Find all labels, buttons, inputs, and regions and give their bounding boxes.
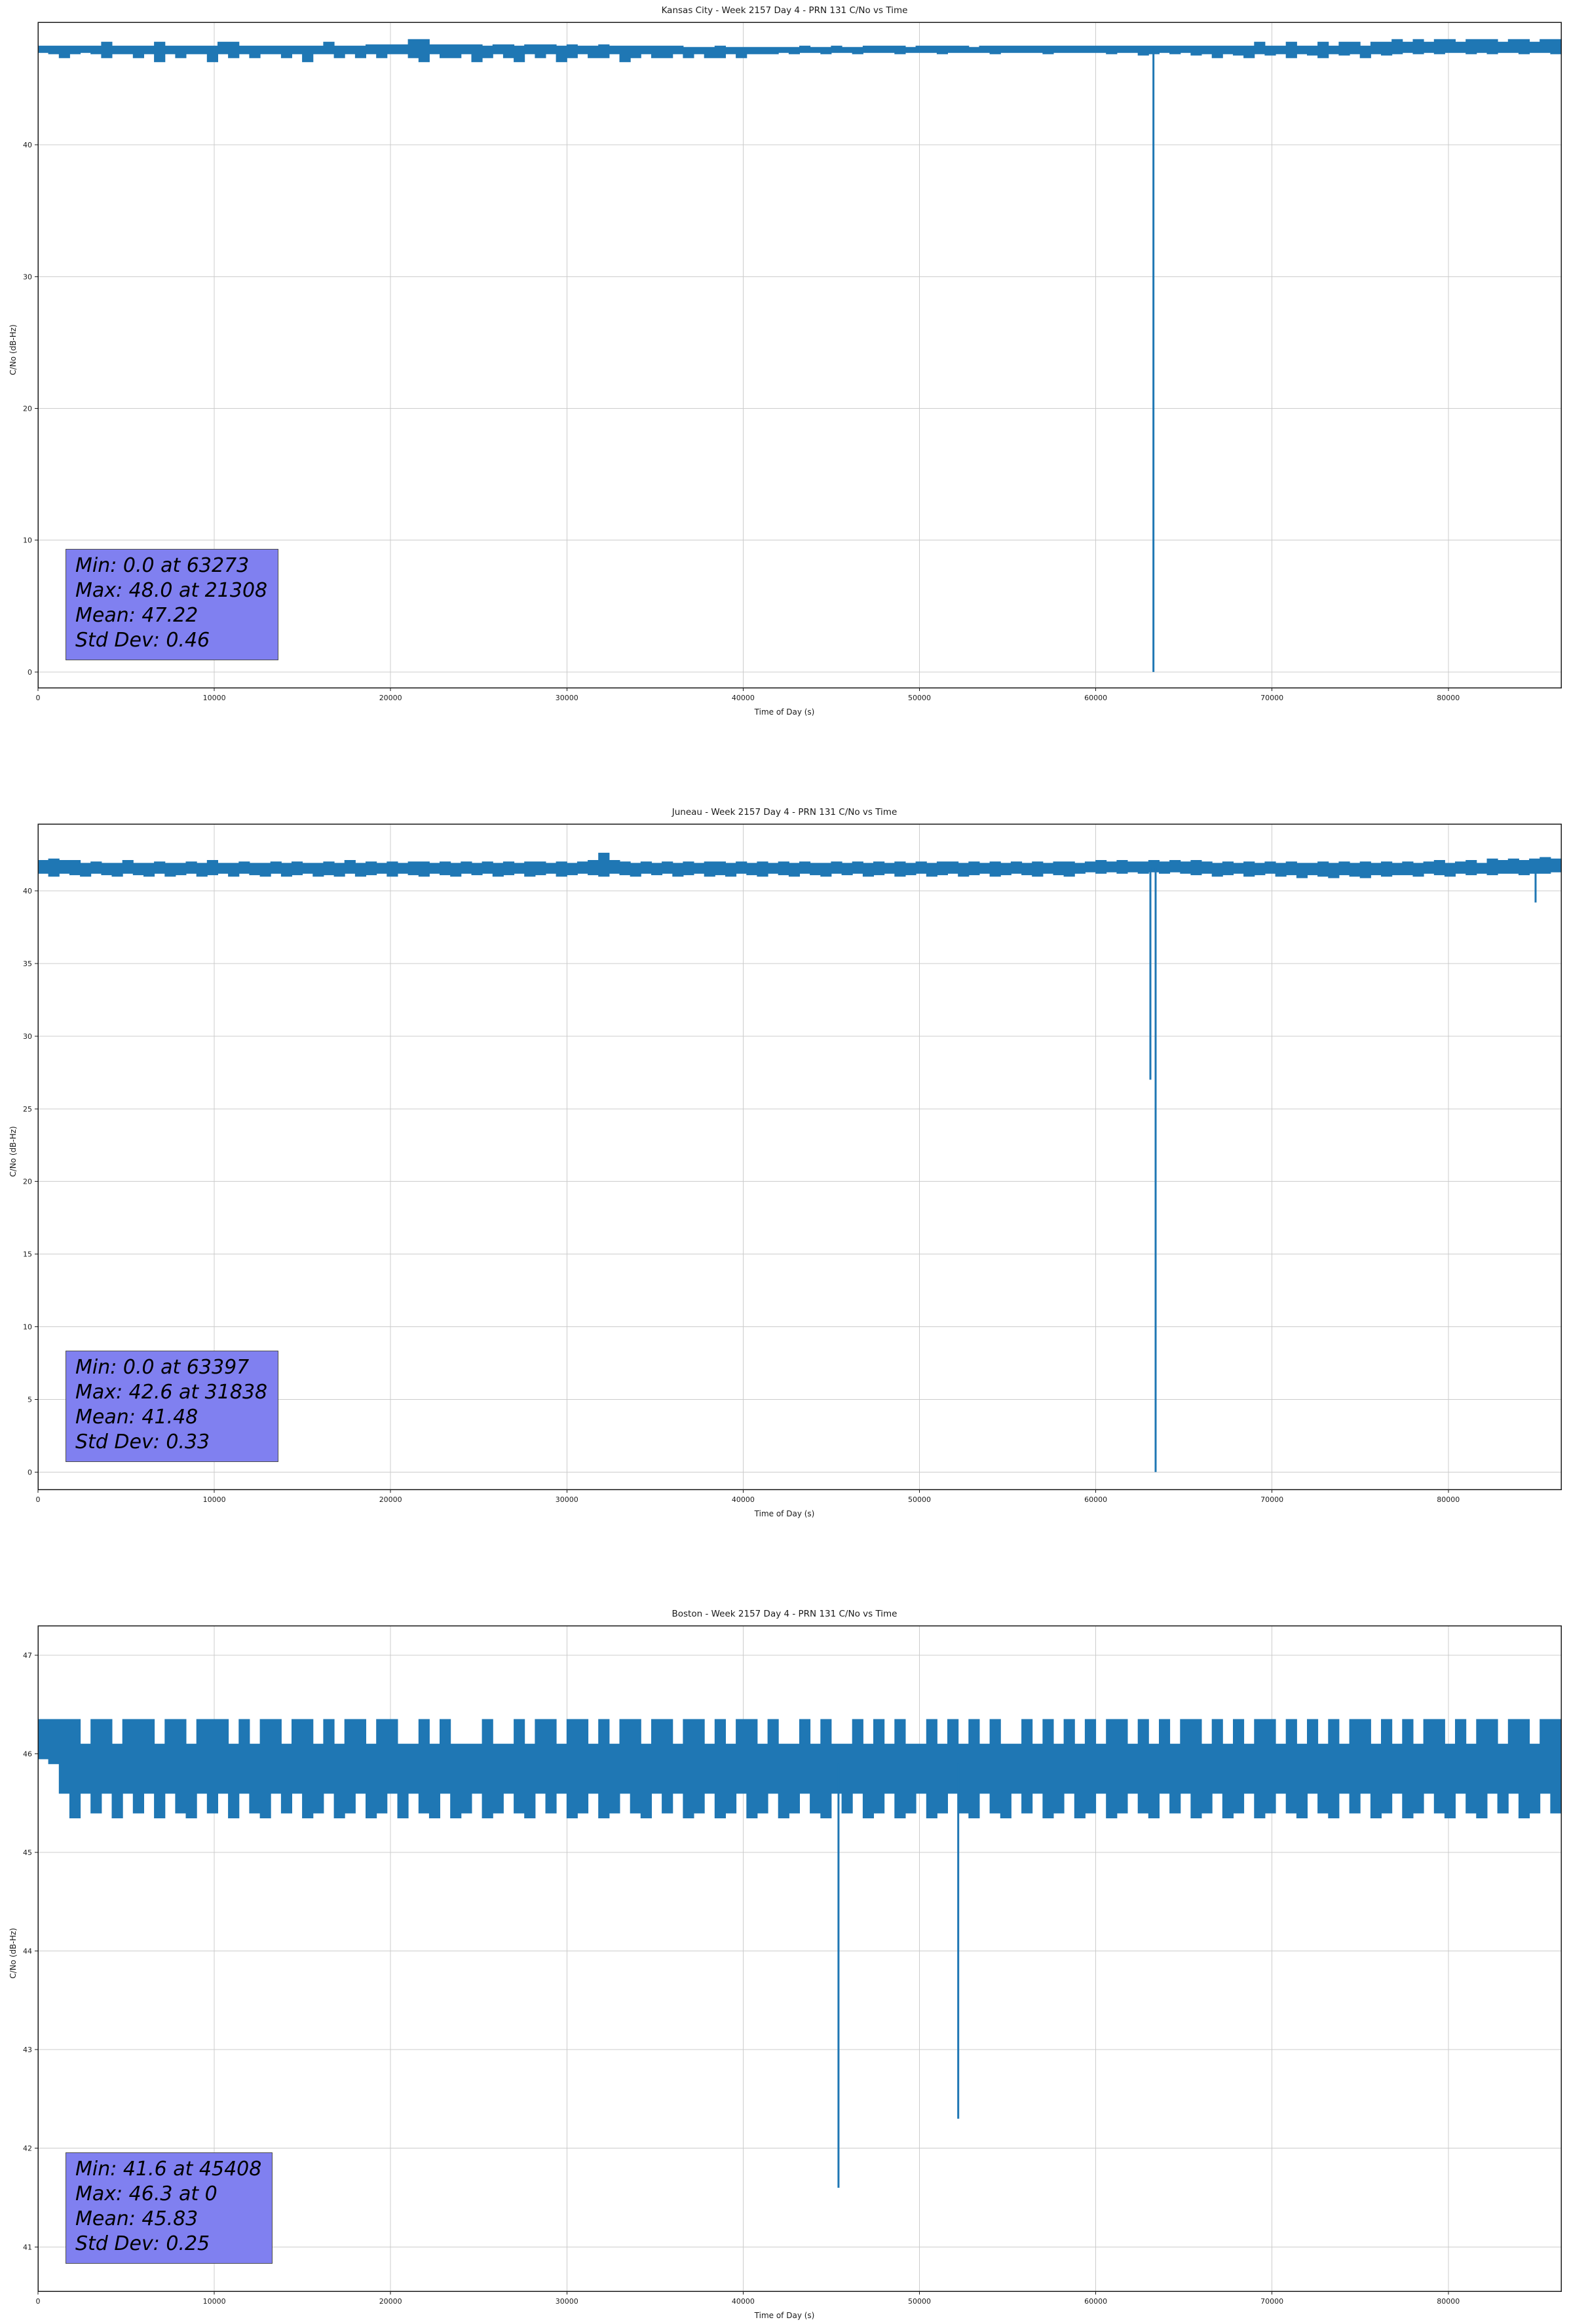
x-tick-label: 50000 [908, 1495, 931, 1504]
y-tick-label: 30 [23, 1032, 32, 1041]
x-tick-label: 20000 [379, 1495, 402, 1504]
y-tick-label: 40 [23, 887, 32, 895]
stats-line-stddev: Std Dev: 0.46 [75, 629, 210, 652]
y-tick-label: 30 [23, 272, 32, 281]
tick-labels: 0 10000 20000 30000 40000 50000 60000 70000 8000… [23, 141, 1460, 702]
tick-labels: 0 10000 20000 30000 40000 50000 60000 70000 8000… [23, 1651, 1460, 2306]
y-tick-label: 15 [23, 1250, 32, 1259]
stats-line-max: Max: 48.0 at 21308 [75, 579, 268, 602]
x-tick-label: 20000 [379, 2297, 402, 2306]
plot-border [37, 1625, 1562, 2292]
x-tick-label: 10000 [203, 694, 226, 702]
x-tick-label: 60000 [1084, 1495, 1107, 1504]
x-tick-label: 60000 [1084, 694, 1107, 702]
y-tick-label: 5 [28, 1395, 32, 1404]
y-tick-label: 35 [23, 960, 32, 968]
x-tick-label: 70000 [1260, 694, 1283, 702]
y-tick-label: 46 [23, 1750, 32, 1759]
gridlines [37, 824, 1561, 1490]
stats-line-min: Min: 0.0 at 63397 [75, 1356, 250, 1379]
x-axis-label: Time of Day (s) [754, 707, 815, 717]
chart-figure-boston: Boston - Week 2157 Day 4 - PRN 131 C/No … [0, 1603, 1569, 2324]
x-tick-label: 10000 [203, 1495, 226, 1504]
x-tick-label: 30000 [556, 1495, 578, 1504]
x-tick-label: 40000 [732, 2297, 755, 2306]
chart-title: Boston - Week 2157 Day 4 - PRN 131 C/No … [671, 1609, 898, 1619]
plot-border [37, 22, 1562, 688]
y-tick-label: 45 [23, 1848, 32, 1857]
y-tick-label: 40 [23, 141, 32, 149]
x-tick-label: 50000 [908, 694, 931, 702]
y-tick-label: 47 [23, 1651, 32, 1660]
x-tick-label: 60000 [1084, 2297, 1107, 2306]
x-axis-label: Time of Day (s) [754, 1509, 815, 1518]
y-tick-label: 0 [28, 668, 32, 677]
plot-region: C/No (dB-Hz) 0 10000 20000 30000 40000 50000 6… [0, 821, 1569, 1509]
x-tick-label: 80000 [1437, 1495, 1460, 1504]
x-tick-label: 50000 [908, 2297, 931, 2306]
stats-box: Min: 0.0 at 63397 Max: 42.6 at 31838 Mea… [66, 1351, 279, 1462]
y-tick-label: 10 [23, 536, 32, 545]
x-tick-label: 40000 [732, 1495, 755, 1504]
x-tick-label: 40000 [732, 694, 755, 702]
y-tick-label: 20 [23, 1178, 32, 1186]
stats-line-min: Min: 41.6 at 45408 [75, 2158, 262, 2181]
y-tick-label: 20 [23, 404, 32, 413]
cno-series-band [37, 852, 1562, 878]
x-tick-label: 0 [36, 1495, 41, 1504]
plot-region: C/No (dB-Hz) 0 10000 20000 30000 40000 50000 6… [0, 1623, 1569, 2311]
stats-line-stddev: Std Dev: 0.33 [75, 1431, 210, 1453]
plot-border [37, 823, 1562, 1490]
x-tick-label: 10000 [203, 2297, 226, 2306]
stats-line-min: Min: 0.0 at 63273 [75, 554, 250, 577]
stats-line-max: Max: 42.6 at 31838 [75, 1381, 268, 1404]
y-tick-label: 44 [23, 1947, 32, 1956]
stats-line-max: Max: 46.3 at 0 [75, 2183, 217, 2205]
cno-series-band [37, 39, 1562, 62]
x-tick-label: 80000 [1437, 2297, 1460, 2306]
stats-box: Min: 0.0 at 63273 Max: 48.0 at 21308 Mea… [66, 549, 279, 660]
chart-title: Juneau - Week 2157 Day 4 - PRN 131 C/No … [671, 807, 898, 817]
stats-line-mean: Mean: 47.22 [75, 604, 198, 627]
plot-region: C/No (dB-Hz) 0 10000 20000 30000 40000 50000 6… [0, 20, 1569, 707]
x-tick-label: 30000 [556, 694, 578, 702]
plot-area: 0 10000 20000 30000 40000 50000 60000 70000 8000… [23, 823, 1562, 1504]
y-tick-label: 0 [28, 1468, 32, 1476]
stats-line-mean: Mean: 41.48 [75, 1406, 198, 1429]
x-tick-label: 20000 [379, 694, 402, 702]
x-tick-label: 70000 [1260, 1495, 1283, 1504]
cno-series-band [37, 1719, 1562, 1818]
chart-figure-juneau: Juneau - Week 2157 Day 4 - PRN 131 C/No … [0, 802, 1569, 1522]
x-axis-label: Time of Day (s) [754, 2311, 815, 2320]
x-tick-label: 70000 [1260, 2297, 1283, 2306]
x-tick-label: 0 [36, 694, 41, 702]
stats-box: Min: 41.6 at 45408 Max: 46.3 at 0 Mean: … [66, 2152, 273, 2264]
y-tick-label: 43 [23, 2046, 32, 2054]
stats-line-stddev: Std Dev: 0.25 [75, 2232, 210, 2255]
y-tick-label: 42 [23, 2145, 32, 2153]
x-tick-label: 0 [36, 2297, 41, 2306]
x-tick-label: 30000 [556, 2297, 578, 2306]
gridlines [37, 22, 1561, 688]
y-tick-label: 41 [23, 2243, 32, 2251]
chart-figure-kansas-city: Kansas City - Week 2157 Day 4 - PRN 131 … [0, 0, 1569, 721]
stats-line-mean: Mean: 45.83 [75, 2207, 198, 2230]
x-tick-label: 80000 [1437, 694, 1460, 702]
y-tick-label: 25 [23, 1105, 32, 1114]
plot-area: 0 10000 20000 30000 40000 50000 60000 70000 8000… [23, 22, 1562, 702]
y-tick-label: 10 [23, 1323, 32, 1332]
chart-title: Kansas City - Week 2157 Day 4 - PRN 131 … [661, 5, 908, 16]
tick-labels: 0 10000 20000 30000 40000 50000 60000 70000 8000… [23, 887, 1460, 1504]
